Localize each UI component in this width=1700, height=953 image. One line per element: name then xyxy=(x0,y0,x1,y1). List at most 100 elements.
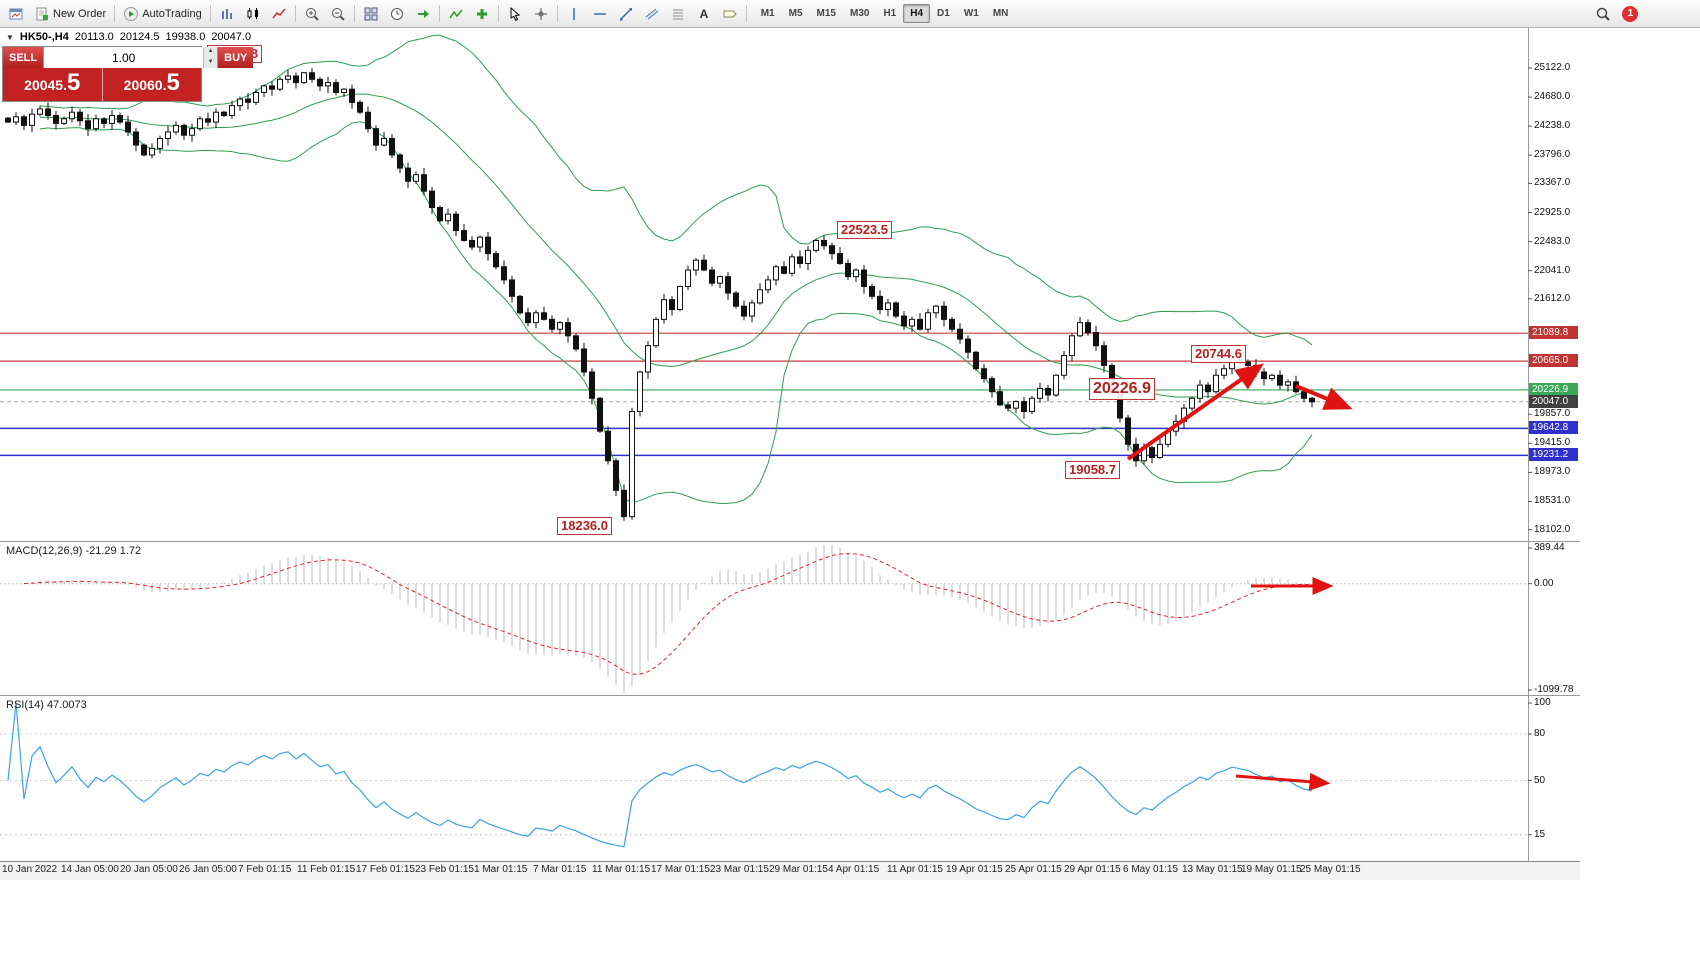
price-label-icon[interactable] xyxy=(717,2,743,25)
toolbar-separator xyxy=(114,5,116,22)
candle-body xyxy=(205,118,211,123)
trend-arrow xyxy=(1235,772,1331,791)
candlestick-chart-icon[interactable] xyxy=(240,2,266,25)
candle-body xyxy=(93,118,99,130)
timeframe-button-mn[interactable]: MN xyxy=(986,4,1016,23)
horizontal-line-icon[interactable] xyxy=(587,2,613,25)
chart-shift-icon[interactable] xyxy=(410,2,436,25)
indicators-icon[interactable] xyxy=(443,2,469,25)
trend-arrows-layer[interactable] xyxy=(1126,363,1353,791)
candle-body xyxy=(981,368,987,380)
candle-body xyxy=(293,75,299,84)
trendline-icon[interactable] xyxy=(613,2,639,25)
candle-body xyxy=(605,430,611,462)
trendline-icon xyxy=(619,7,632,20)
equidistant-channel-icon[interactable] xyxy=(639,2,665,25)
candle-body xyxy=(557,322,563,330)
new-order-button-label: New Order xyxy=(53,7,107,20)
candle-body xyxy=(405,167,411,182)
timeframe-button-w1[interactable]: W1 xyxy=(957,4,986,23)
candle-body xyxy=(909,318,915,327)
candle-body xyxy=(189,128,195,136)
candle-body xyxy=(1101,345,1107,366)
chart-window-icon[interactable] xyxy=(3,2,29,25)
chart-shift-icon xyxy=(417,9,429,18)
auto-scroll-icon[interactable] xyxy=(384,2,410,25)
candle-body xyxy=(181,124,187,136)
add-indicator-icon[interactable] xyxy=(469,2,495,25)
candle-body xyxy=(685,269,691,287)
candle-body xyxy=(117,114,123,123)
zoom-out-icon[interactable] xyxy=(325,2,351,25)
zoom-in-icon xyxy=(305,7,319,21)
timeframe-button-m30[interactable]: M30 xyxy=(843,4,876,23)
candle-body xyxy=(5,117,11,123)
text-label-icon: A xyxy=(699,7,708,21)
trade-panel-toggle-icon[interactable]: ▼ xyxy=(6,32,14,42)
timeframe-button-h1[interactable]: H1 xyxy=(876,4,903,23)
volume-input[interactable] xyxy=(44,47,204,68)
candle-body xyxy=(1069,335,1075,357)
sell-price[interactable]: 20045. 5 xyxy=(3,68,103,101)
candle-body xyxy=(573,335,579,350)
chart-symbol-label: HK50-,H4 xyxy=(19,31,69,43)
text-label-icon[interactable]: A xyxy=(691,2,717,25)
volume-increase-button[interactable]: ▲ xyxy=(204,47,218,58)
candle-body xyxy=(965,338,971,353)
search-icon[interactable] xyxy=(1590,2,1616,25)
candle-body xyxy=(701,259,707,271)
candle-body xyxy=(629,410,635,518)
autotrading-button[interactable]: AutoTrading xyxy=(118,2,207,25)
bollinger-upper-band xyxy=(39,34,1313,346)
vertical-line-icon[interactable] xyxy=(561,2,587,25)
candle-body xyxy=(69,111,75,120)
candle-body xyxy=(501,266,507,281)
candle-body xyxy=(1029,397,1035,412)
timeframe-button-m15[interactable]: M15 xyxy=(810,4,843,23)
candle-body xyxy=(245,98,251,103)
new-order-button xyxy=(36,7,48,20)
candle-body xyxy=(1157,443,1163,458)
bollinger-bands-layer xyxy=(39,34,1313,504)
bar-chart-icon[interactable] xyxy=(214,2,240,25)
price-levels-layer xyxy=(0,332,1528,457)
timeframe-button-m5[interactable]: M5 xyxy=(782,4,810,23)
macd-indicator-label: MACD(12,26,9) -21.29 1.72 xyxy=(6,545,142,557)
candle-body xyxy=(597,397,603,432)
fibonacci-retracement-icon[interactable] xyxy=(665,2,691,25)
candle-body xyxy=(357,101,363,113)
volume-decrease-button[interactable]: ▼ xyxy=(204,57,218,68)
candle-body xyxy=(1045,387,1051,396)
buy-button[interactable]: BUY xyxy=(218,47,254,68)
buy-price[interactable]: 20060. 5 xyxy=(102,68,201,101)
tile-windows-icon[interactable] xyxy=(358,2,384,25)
candle-body xyxy=(269,85,275,90)
zoom-in-icon[interactable] xyxy=(299,2,325,25)
candle-body xyxy=(1213,374,1219,393)
timeframe-button-m1[interactable]: M1 xyxy=(754,4,782,23)
candle-body xyxy=(805,249,811,264)
time-axis-strip[interactable] xyxy=(0,861,1580,880)
new-order-button[interactable]: New Order xyxy=(29,2,111,25)
sell-button[interactable]: SELL xyxy=(3,47,44,68)
candle-body xyxy=(157,138,163,149)
timeframe-button-h4[interactable]: H4 xyxy=(903,4,931,23)
candle-body xyxy=(309,72,315,80)
line-chart-icon[interactable] xyxy=(266,2,292,25)
candle-body xyxy=(669,299,675,311)
notification-badge[interactable]: 1 xyxy=(1622,5,1639,22)
candle-body xyxy=(29,113,35,126)
volume-field: ▲ ▼ xyxy=(43,47,219,68)
one-click-trading-panel: SELL ▲ ▼ BUY 20045.5 20060.5 xyxy=(2,46,254,102)
candle-body xyxy=(237,98,243,107)
timeframe-button-d1[interactable]: D1 xyxy=(930,4,957,23)
candlesticks-layer[interactable] xyxy=(5,68,1315,521)
crosshair-icon[interactable] xyxy=(528,2,554,25)
candle-body xyxy=(1277,374,1283,386)
candle-body xyxy=(781,266,787,274)
cursor-icon[interactable] xyxy=(502,2,528,25)
candle-body xyxy=(133,131,139,146)
candle-body xyxy=(541,312,547,320)
bollinger-lower-band xyxy=(39,121,1313,504)
